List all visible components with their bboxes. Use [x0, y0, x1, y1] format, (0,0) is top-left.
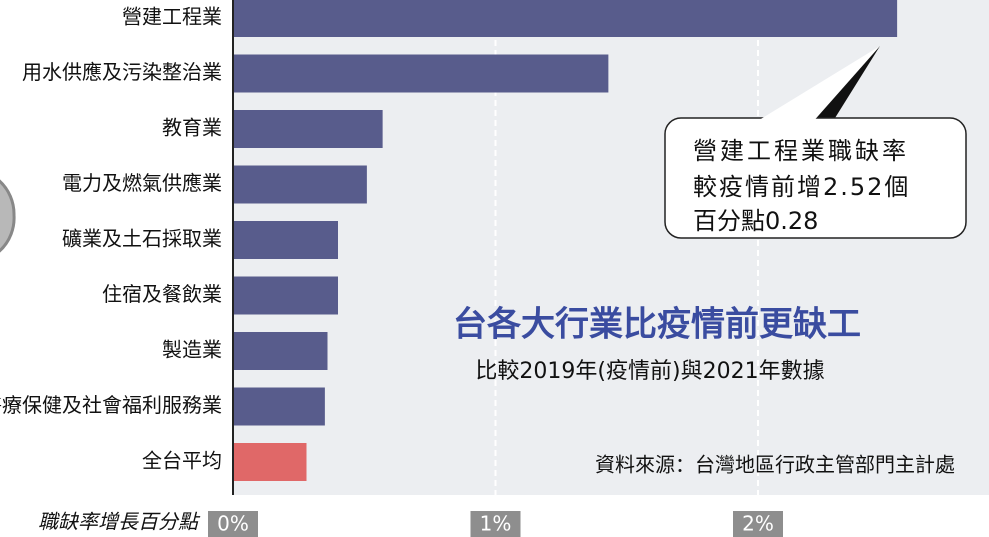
bar — [233, 332, 328, 370]
annotation: 營建工程業職缺率 — [693, 137, 909, 165]
callout-join — [760, 46, 880, 120]
bar — [233, 110, 383, 148]
bar — [233, 387, 325, 426]
y-tick-label: 教育業 — [162, 116, 222, 140]
x-tick-box — [470, 511, 521, 537]
bar — [233, 54, 609, 93]
y-tick-label: 全台平均 — [142, 449, 222, 473]
x-tick-label: 2% — [742, 512, 774, 536]
y-tick-label: 用水供應及污染整治業 — [22, 60, 222, 84]
x-tick-label: 1% — [480, 512, 512, 536]
y-tick-label: 醫療保健及社會福利服務業 — [0, 393, 222, 417]
annotation: 百分點0.28 — [693, 207, 818, 235]
source: 資料來源：台灣地區行政主管部門主計處 — [595, 453, 955, 477]
x-tick-label: 0% — [217, 512, 249, 536]
y-tick-label: 製造業 — [162, 338, 222, 362]
y-tick-label: 電力及燃氣供應業 — [62, 171, 222, 195]
chart-subtitle: 比較2019年(疫情前)與2021年數據 — [475, 359, 824, 384]
bar — [233, 0, 898, 37]
annotation: 較疫情前增2.52個 — [693, 173, 910, 201]
x-tick-box — [733, 511, 783, 537]
bar — [233, 276, 338, 315]
x-axis-label: 職缺率增長百分點 — [38, 510, 201, 534]
bar — [233, 221, 338, 259]
bar — [233, 443, 307, 481]
decor-circle — [0, 179, 16, 253]
y-tick-label: 礦業及土石採取業 — [62, 227, 222, 251]
chart-title: 台各大行業比疫情前更缺工 — [453, 305, 861, 345]
bar — [233, 165, 367, 204]
y-tick-label: 營建工程業 — [122, 5, 222, 29]
x-tick-box — [208, 511, 258, 537]
y-tick-label: 住宿及餐飲業 — [102, 282, 222, 306]
